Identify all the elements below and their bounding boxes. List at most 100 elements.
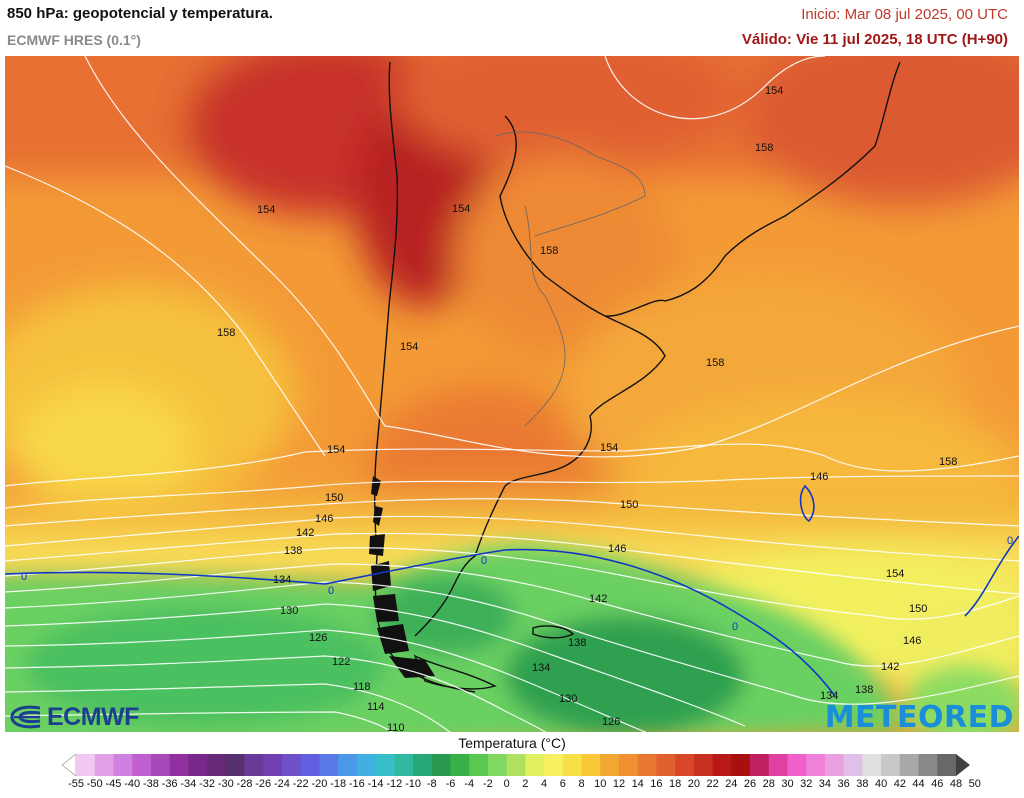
colorbar-segment [300, 754, 320, 776]
contour-label: 158 [217, 327, 235, 339]
colorbar-tick-label: 24 [725, 778, 738, 790]
contour-label: 134 [273, 574, 291, 586]
contour-label: 138 [855, 684, 873, 696]
contour-label: 146 [810, 471, 828, 483]
colorbar-segment [319, 754, 339, 776]
zero-isotherm [5, 484, 1019, 697]
colorbar-tick-label: -14 [367, 778, 384, 790]
colorbar-segment [656, 754, 676, 776]
ecmwf-logo: ECMWF [10, 703, 139, 731]
contour-label: 122 [332, 656, 350, 668]
colorbar-tick-label: 42 [893, 778, 906, 790]
colorbar-arrow-low [62, 754, 77, 776]
contour-label: 0 [732, 621, 738, 633]
legend-title: Temperatura (°C) [458, 735, 566, 751]
contour-label: 158 [755, 142, 773, 154]
colorbar-tick-label: -55 [68, 778, 84, 790]
colorbar-segment [675, 754, 695, 776]
colorbar-segment [862, 754, 882, 776]
colorbar-segment [581, 754, 601, 776]
colorbar-tick-label: 50 [968, 778, 981, 790]
colorbar-segment [207, 754, 227, 776]
contour-labels: 154 154 154 158 158 154 158 154 154 158 … [21, 85, 1013, 732]
colorbar-segment [881, 754, 901, 776]
colorbar-segment [544, 754, 564, 776]
contour-label: 142 [589, 593, 607, 605]
contour-label: 142 [881, 661, 899, 673]
colorbar-segment [487, 754, 508, 776]
colorbar-segment [150, 754, 171, 776]
colorbar-segment [356, 754, 376, 776]
colorbar-tick-label: -38 [142, 778, 159, 790]
colorbar-segment [394, 754, 414, 776]
colorbar-tick-label: 4 [541, 778, 548, 790]
colorbar-tick-label: 0 [503, 778, 510, 790]
contour-label: 130 [559, 693, 577, 705]
colorbar-tick-label: -12 [386, 778, 403, 790]
contour-label: 158 [540, 245, 558, 257]
colorbar-tick-label: 8 [578, 778, 585, 790]
contour-label: 134 [820, 690, 838, 702]
colorbar-segment [843, 754, 863, 776]
colorbar-tick-label: -24 [274, 778, 290, 790]
colorbar-segment [506, 754, 526, 776]
colorbar-segment [525, 754, 545, 776]
colorbar-segment [244, 754, 264, 776]
colorbar-arrow-high [956, 754, 970, 776]
model-label: ECMWF HRES (0.1°) [7, 32, 141, 48]
meteored-logo: METEORED [824, 700, 1014, 735]
colorbar-tick-label: 14 [631, 778, 644, 790]
colorbar-segment [375, 754, 395, 776]
colorbar-tick-label: 10 [594, 778, 607, 790]
colorbar-tick-label: 20 [687, 778, 700, 790]
colorbar-tick-label: -34 [180, 778, 197, 790]
colorbar-tick-label: -10 [405, 778, 421, 790]
contour-label: 154 [452, 203, 470, 215]
colorbar-tick-label: -26 [255, 778, 272, 790]
colorbar-tick-label: -50 [86, 778, 103, 790]
colorbar-tick-label: -40 [124, 778, 141, 790]
valid-time: Válido: Vie 11 jul 2025, 18 UTC (H+90) [741, 31, 1008, 48]
colorbar-tick-label: -28 [236, 778, 253, 790]
colorbar-tick-label: 12 [612, 778, 626, 790]
colorbar-tick-label: 34 [818, 778, 832, 790]
colorbar-segment [750, 754, 770, 776]
colorbar-segment [768, 754, 788, 776]
temperature-colorbar [62, 754, 970, 776]
colorbar-tick-label: 36 [837, 778, 850, 790]
colorbar-segment [76, 754, 96, 776]
colorbar-segment [113, 754, 133, 776]
colorbar-segment [94, 754, 114, 776]
colorbar-segment [562, 754, 582, 776]
colorbar-tick-label: 2 [522, 778, 529, 790]
colorbar-segment [225, 754, 245, 776]
colorbar-tick-label: -6 [445, 778, 456, 790]
contour-label: 134 [532, 662, 550, 674]
colorbar-segment [413, 754, 433, 776]
colorbar-segment [281, 754, 302, 776]
weather-map[interactable]: 154 154 154 158 158 154 158 154 154 158 … [5, 56, 1019, 732]
contour-label: 158 [706, 357, 724, 369]
colorbar-tick-label: -2 [483, 778, 493, 790]
colorbar-segment [600, 754, 620, 776]
colorbar-tick-label: -18 [330, 778, 347, 790]
colorbar-segment [618, 754, 639, 776]
colorbar-tick-label: 18 [669, 778, 682, 790]
colorbar-tick-label: -20 [311, 778, 328, 790]
contour-label: 146 [315, 513, 333, 525]
contour-label: 126 [602, 716, 620, 728]
ecmwf-logo-text: ECMWF [47, 702, 139, 731]
contour-label: 0 [481, 555, 487, 567]
colorbar-tick-label: 30 [781, 778, 794, 790]
contour-label: 0 [21, 571, 27, 583]
chart-title: 850 hPa: geopotencial y temperatura. [7, 5, 273, 22]
colorbar-ticks: -55 -50 -45 -40 -38 -36 -34 -32 -30 -28 -26 -24 -22-… [0, 778, 1024, 796]
colorbar-tick-label: -8 [426, 778, 437, 790]
contour-label: 150 [620, 499, 638, 511]
colorbar-tick-label: 28 [762, 778, 775, 790]
colorbar-tick-label: 22 [706, 778, 719, 790]
contour-label: 138 [284, 545, 302, 557]
contour-label: 142 [296, 527, 314, 539]
contour-label: 150 [325, 492, 343, 504]
colorbar-segment [431, 754, 451, 776]
